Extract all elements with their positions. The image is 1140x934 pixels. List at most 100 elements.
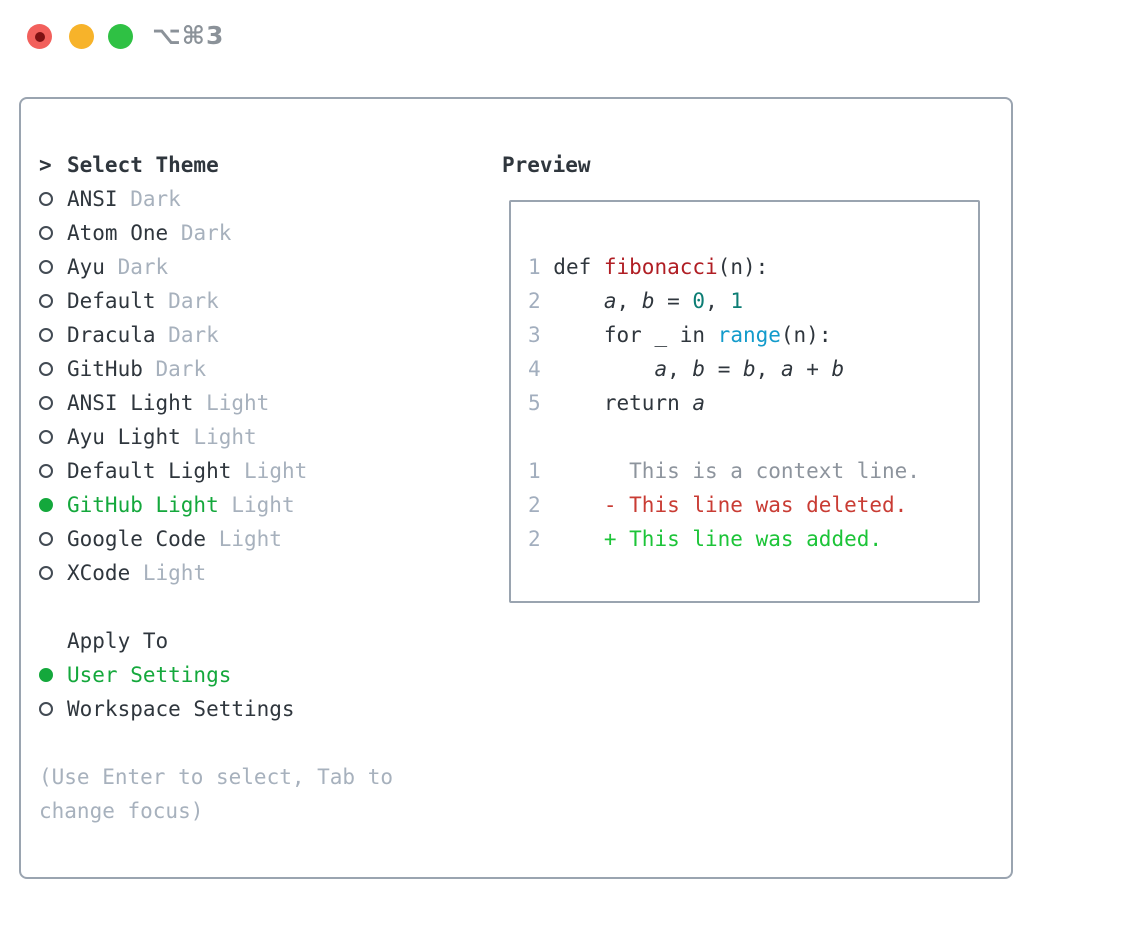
prompt-marker: > [39, 153, 67, 177]
theme-variant: Dark [155, 357, 207, 381]
radio-unselected-icon [39, 362, 53, 376]
code-token: + This line was added. [553, 527, 883, 551]
line-number: 3 [528, 323, 554, 347]
code-line [528, 420, 920, 454]
line-number: 2 [528, 493, 554, 517]
radio-selected-icon [39, 668, 53, 682]
code-token: a [780, 357, 794, 381]
theme-option[interactable]: Atom One Dark [39, 216, 393, 250]
theme-radio [39, 260, 67, 274]
theme-option-label: Ayu Dark [67, 255, 168, 279]
theme-option[interactable]: Ayu Dark [39, 250, 393, 284]
radio-selected-icon [39, 498, 53, 512]
code-token: - This line was deleted. [553, 493, 908, 517]
theme-variant: Dark [168, 289, 219, 313]
code-token: return [553, 391, 693, 415]
theme-variant: Light [231, 493, 295, 517]
theme-option-label: Default Light Light [67, 459, 307, 483]
theme-radio [39, 294, 67, 308]
spacer [39, 726, 393, 760]
code-token [553, 357, 654, 381]
preview-heading: Preview [502, 153, 591, 177]
radio-unselected-icon [39, 294, 53, 308]
code-token: def [553, 255, 604, 279]
theme-name: Default Light [67, 459, 232, 483]
code-token: range [717, 323, 781, 347]
code-line: 4 a, b = b, a + b [528, 352, 920, 386]
code-line: 1 This is a context line. [528, 454, 920, 488]
theme-option[interactable]: Google Code Light [39, 522, 393, 556]
theme-radio [39, 498, 67, 512]
theme-option[interactable]: GitHub Light Light [39, 488, 393, 522]
code-token: This is a context line. [553, 459, 920, 483]
theme-option-label: Dracula Dark [67, 323, 219, 347]
spacer [39, 590, 393, 624]
theme-option[interactable]: GitHub Dark [39, 352, 393, 386]
theme-variant: Dark [130, 187, 181, 211]
theme-option-label: ANSI Dark [67, 187, 181, 211]
code-token: 1 [730, 289, 744, 313]
theme-variant: Dark [117, 255, 169, 279]
theme-option-label: Google Code Light [67, 527, 282, 551]
line-number: 2 [528, 289, 554, 313]
traffic-light-zoom-button[interactable] [108, 24, 133, 49]
code-token: b [641, 289, 655, 313]
code-token: (n): [780, 323, 832, 347]
settings-panel: > Select Theme ANSI Dark Atom One Dark Ayu D… [19, 97, 1013, 879]
theme-option[interactable]: Dracula Dark [39, 318, 393, 352]
theme-name: XCode [67, 561, 131, 585]
code-token: , [755, 357, 781, 381]
theme-name: Ayu [67, 255, 105, 279]
radio-unselected-icon [39, 226, 53, 240]
radio-unselected-icon [39, 328, 53, 342]
theme-option[interactable]: XCode Light [39, 556, 393, 590]
traffic-light-minimize-button[interactable] [69, 24, 94, 49]
line-number: 5 [528, 391, 554, 415]
theme-option[interactable]: ANSI Light Light [39, 386, 393, 420]
theme-option-label: GitHub Light Light [67, 493, 295, 517]
apply-to-option[interactable]: Workspace Settings [39, 692, 393, 726]
code-token [553, 289, 604, 313]
select-theme-title: Select Theme [67, 153, 219, 177]
theme-variant: Light [142, 561, 207, 585]
radio-unselected-icon [39, 396, 53, 410]
theme-radio [39, 396, 67, 410]
apply-to-option-label: User Settings [67, 663, 232, 687]
window-title: ⌥⌘3 [152, 21, 225, 50]
keyboard-hint: change focus) [39, 799, 204, 823]
theme-option[interactable]: Default Light Light [39, 454, 393, 488]
theme-option[interactable]: Default Dark [39, 284, 393, 318]
theme-name: Dracula [67, 323, 156, 347]
radio-unselected-icon [39, 464, 53, 478]
theme-option[interactable]: Ayu Light Light [39, 420, 393, 454]
theme-radio [39, 328, 67, 342]
theme-option-label: Ayu Light Light [67, 425, 257, 449]
line-number: 2 [528, 527, 554, 551]
radio-unselected-icon [39, 702, 53, 716]
radio-unselected-icon [39, 430, 53, 444]
apply-to-option-label: Workspace Settings [67, 697, 295, 721]
theme-option[interactable]: ANSI Dark [39, 182, 393, 216]
line-number: 1 [528, 459, 554, 483]
theme-variant: Light [244, 459, 308, 483]
apply-to-option[interactable]: User Settings [39, 658, 393, 692]
keyboard-hint: (Use Enter to select, Tab to [39, 765, 394, 789]
code-line: 3 for _ in range (n): [528, 318, 920, 352]
code-token: for _ in [553, 323, 718, 347]
code-token: b [692, 357, 706, 381]
theme-radio [39, 532, 67, 546]
theme-option-label: GitHub Dark [67, 357, 206, 381]
code-token: a [603, 289, 617, 313]
code-line: 1 def fibonacci (n): [528, 250, 920, 284]
radio-unselected-icon [39, 566, 53, 580]
theme-variant: Light [218, 527, 282, 551]
traffic-light-close-button[interactable] [27, 24, 52, 49]
theme-option-label: XCode Light [67, 561, 206, 585]
line-number: 1 [528, 255, 554, 279]
line-number: 4 [528, 357, 554, 381]
theme-option-label: Atom One Dark [67, 221, 231, 245]
code-token: a [692, 391, 706, 415]
theme-radio [39, 464, 67, 478]
